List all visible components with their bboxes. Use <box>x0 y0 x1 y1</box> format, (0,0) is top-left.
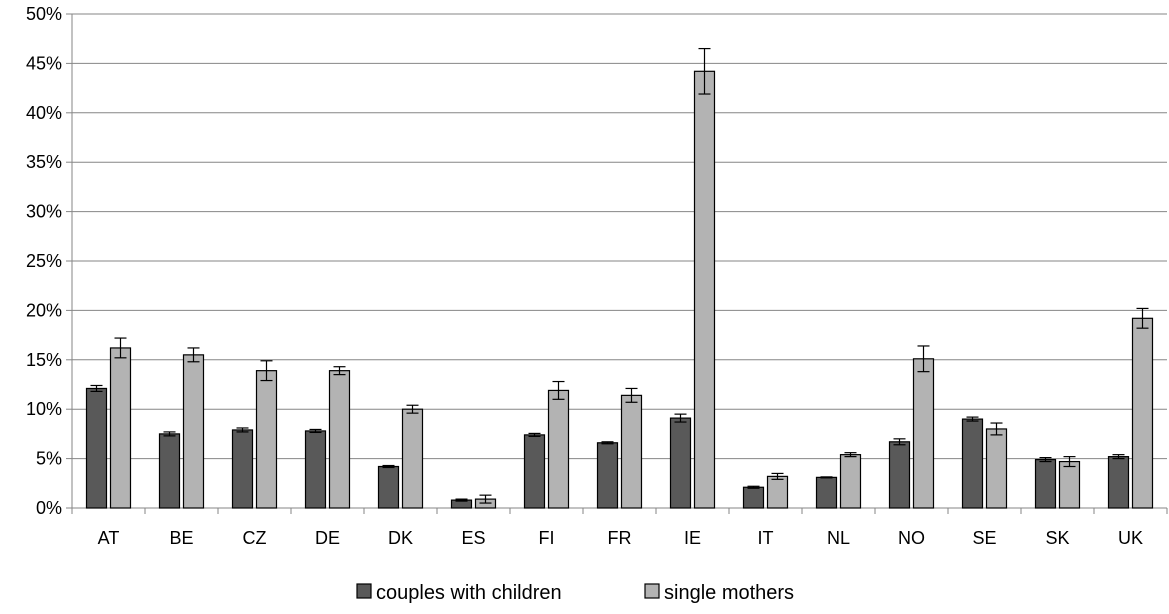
bar <box>255 370 278 509</box>
y-tick-label: 10% <box>26 399 62 419</box>
y-tick-label: 15% <box>26 350 62 370</box>
bar <box>231 429 254 509</box>
x-tick-label: NO <box>898 528 925 548</box>
x-tick-label: SE <box>972 528 996 548</box>
bar <box>523 434 546 509</box>
bar <box>961 418 984 509</box>
legend-swatch <box>356 583 372 599</box>
x-tick-label: BE <box>169 528 193 548</box>
x-tick-label: NL <box>827 528 850 548</box>
bar <box>85 387 108 509</box>
y-tick-label: 30% <box>26 202 62 222</box>
x-axis: AT BE CZ DE DK ES FI FR IE IT NL NO SE SK UK <box>71 507 1168 548</box>
bar <box>596 442 619 509</box>
bar <box>377 465 400 509</box>
x-tick-label: DK <box>388 528 413 548</box>
bar <box>182 354 205 509</box>
x-tick-label: UK <box>1118 528 1143 548</box>
bar <box>912 358 935 509</box>
bar <box>839 454 862 509</box>
bar <box>1107 456 1130 509</box>
bar <box>1034 458 1057 509</box>
bar <box>401 408 424 509</box>
bar <box>547 389 570 509</box>
bar <box>693 70 716 509</box>
bar <box>1058 460 1081 509</box>
bar <box>985 428 1008 509</box>
gridlines <box>72 13 1167 460</box>
x-tick-label: FR <box>608 528 632 548</box>
legend-swatch <box>644 583 660 599</box>
legend-label: single mothers <box>664 582 794 604</box>
y-tick-label: 0% <box>36 498 62 518</box>
x-tick-label: IT <box>758 528 774 548</box>
x-tick-label: CZ <box>243 528 267 548</box>
bar <box>742 486 765 509</box>
bar <box>620 394 643 509</box>
x-tick-label: AT <box>98 528 120 548</box>
legend: couples with children single mothers <box>356 582 794 604</box>
x-tick-label: DE <box>315 528 340 548</box>
bar <box>815 476 838 509</box>
bar <box>1131 317 1154 509</box>
x-tick-label: IE <box>684 528 701 548</box>
bar <box>766 475 789 509</box>
bar <box>328 370 351 509</box>
y-tick-label: 20% <box>26 300 62 320</box>
bars <box>85 47 1154 509</box>
y-tick-label: 50% <box>26 4 62 24</box>
legend-label: couples with children <box>376 582 562 604</box>
y-tick-label: 40% <box>26 103 62 123</box>
x-tick-label: ES <box>461 528 485 548</box>
y-axis: 0% 5% 10% 15% 20% 25% 30% 35% 40% 45% 50% <box>26 4 73 518</box>
y-tick-label: 45% <box>26 53 62 73</box>
bar <box>109 347 132 509</box>
bar <box>158 433 181 509</box>
y-tick-label: 5% <box>36 449 62 469</box>
y-tick-label: 25% <box>26 251 62 271</box>
x-tick-label: FI <box>539 528 555 548</box>
x-tick-label: SK <box>1045 528 1069 548</box>
bar <box>888 441 911 509</box>
bar <box>669 417 692 509</box>
y-tick-label: 35% <box>26 152 62 172</box>
bar <box>304 430 327 509</box>
